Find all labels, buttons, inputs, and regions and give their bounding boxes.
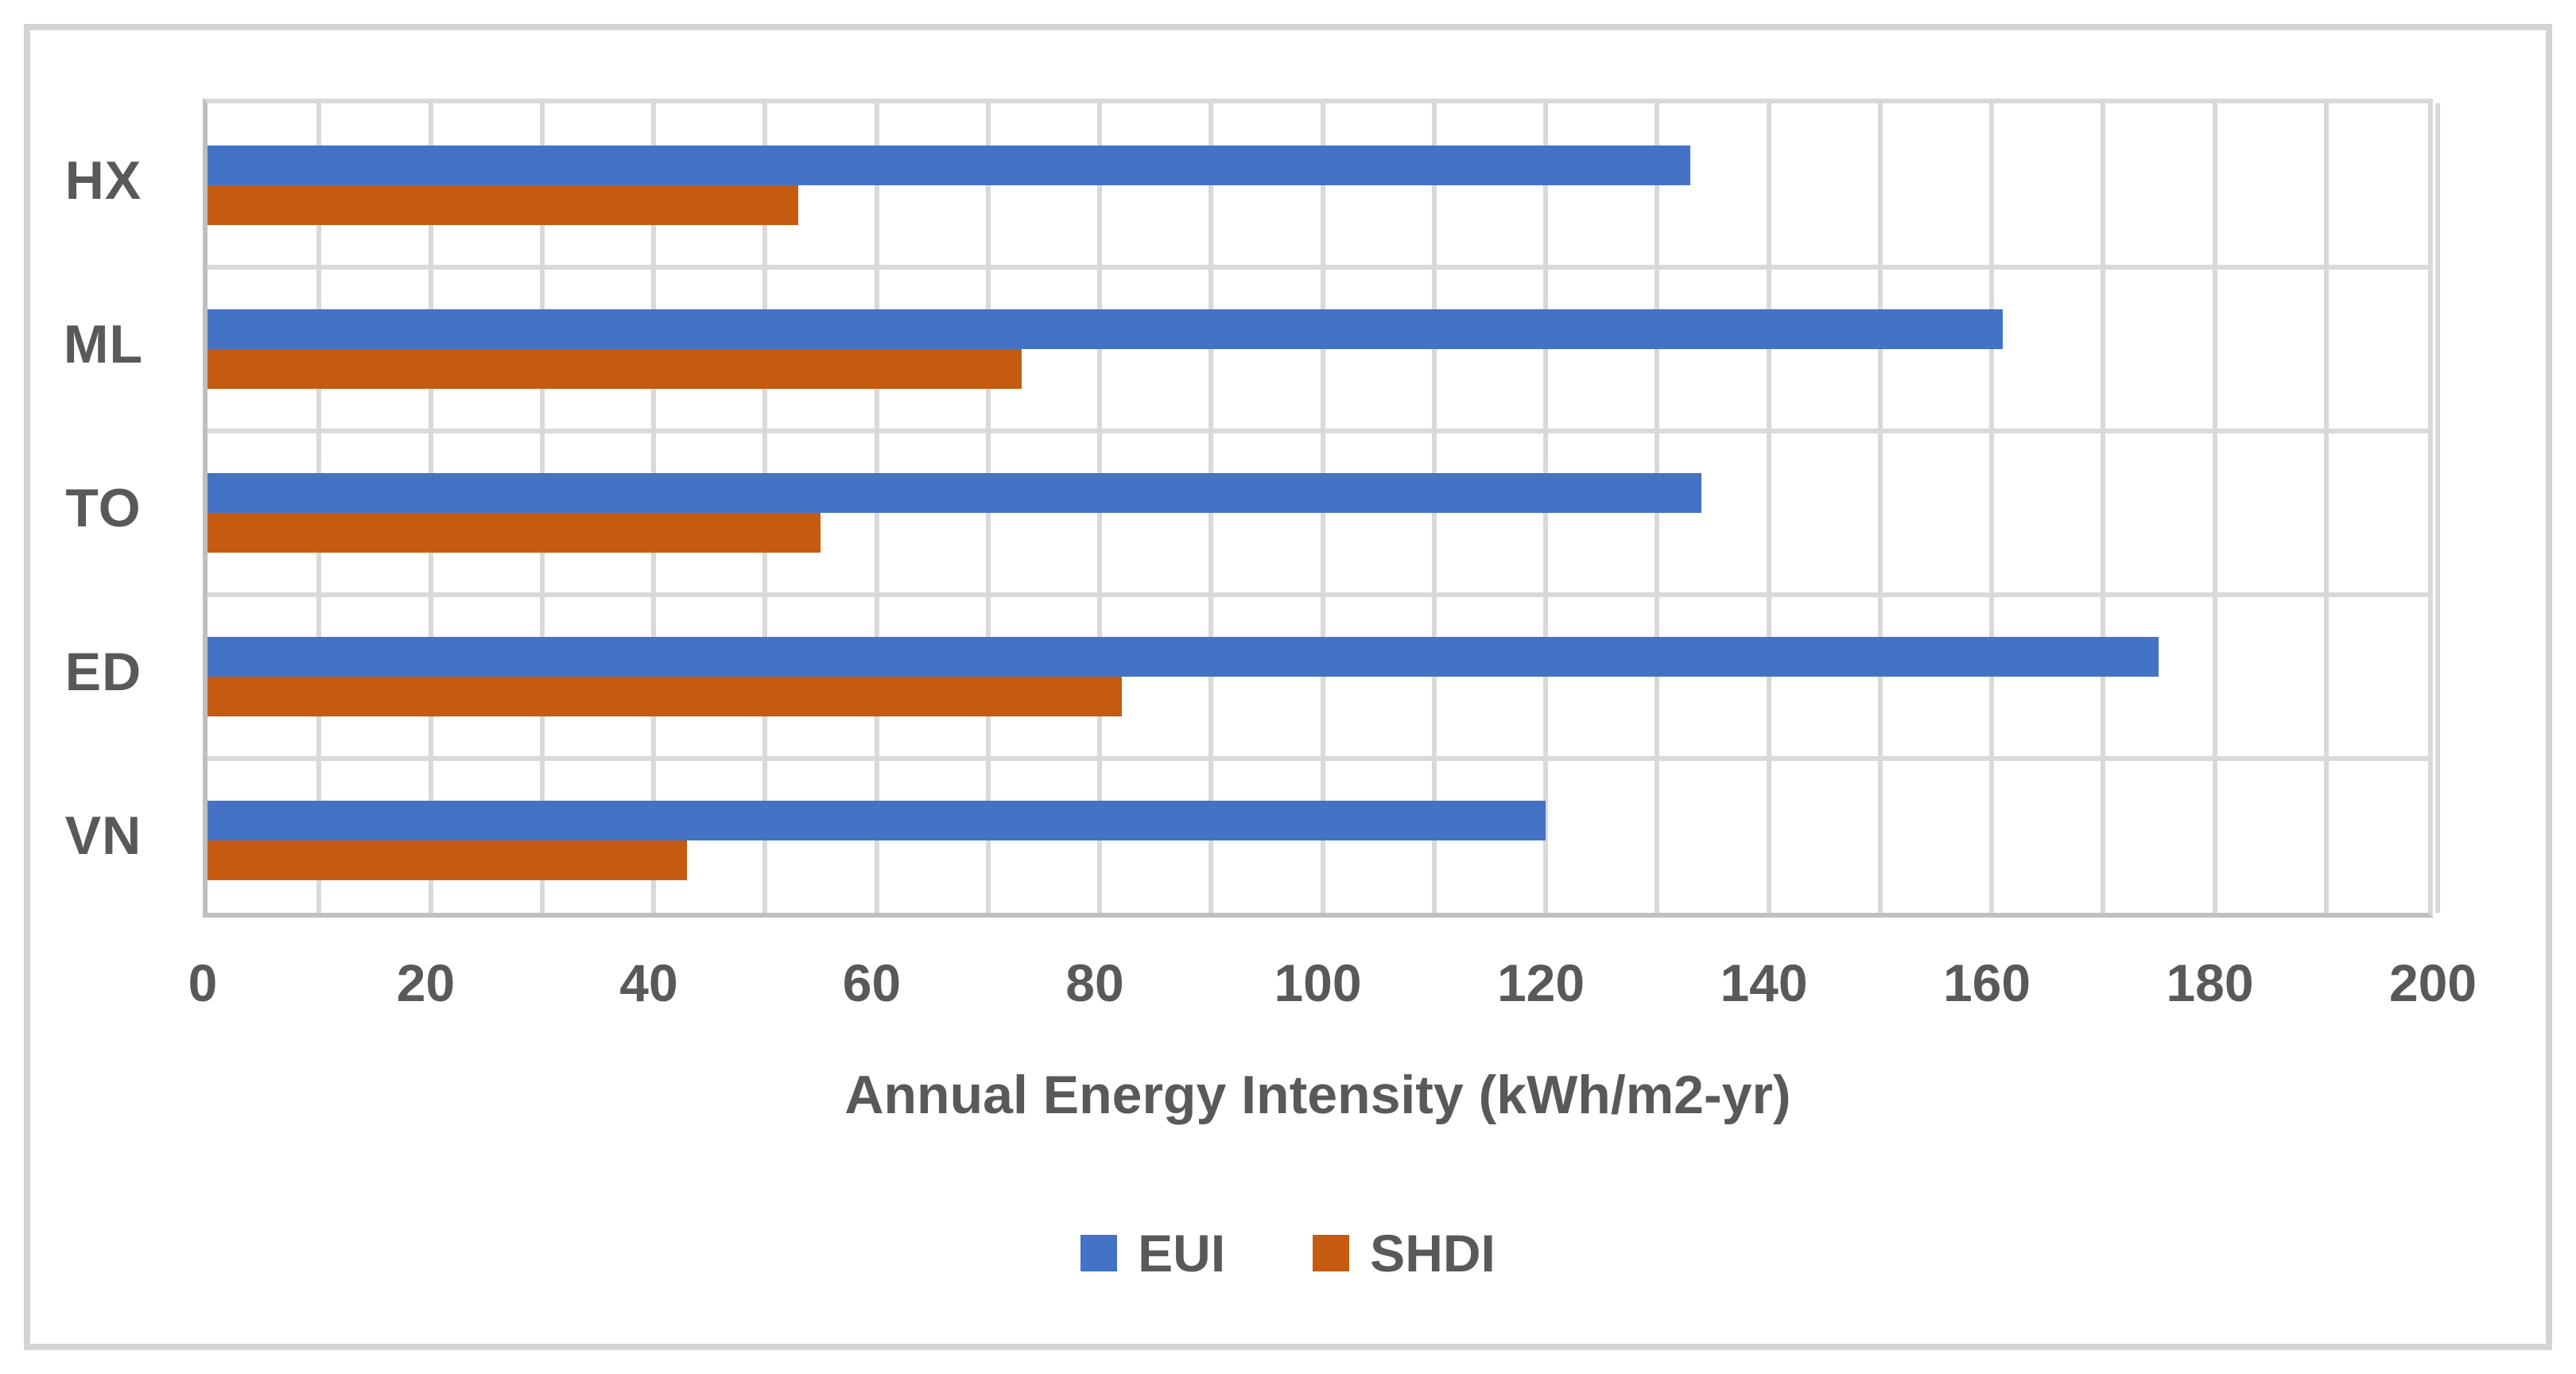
bar-eui-to bbox=[208, 473, 1702, 513]
vertical-gridline bbox=[2101, 103, 2106, 913]
x-tick-label-20: 20 bbox=[396, 953, 456, 1012]
vertical-gridline bbox=[1877, 103, 1883, 913]
x-tick-label-140: 140 bbox=[1720, 953, 1808, 1012]
bar-shdi-ed bbox=[208, 677, 1123, 716]
x-tick-label-40: 40 bbox=[619, 953, 678, 1012]
plot-area bbox=[203, 99, 2440, 918]
x-tick-label-0: 0 bbox=[188, 953, 218, 1012]
legend-item-shdi: SHDI bbox=[1313, 1223, 1496, 1283]
bar-eui-vn bbox=[208, 801, 1546, 840]
bar-eui-ml bbox=[208, 309, 2004, 349]
horizontal-gridline bbox=[208, 756, 2428, 761]
vertical-gridline bbox=[2435, 103, 2440, 913]
bar-shdi-to bbox=[208, 513, 821, 553]
x-tick-label-60: 60 bbox=[842, 953, 902, 1012]
vertical-gridline bbox=[1989, 103, 1994, 913]
bar-eui-ed bbox=[208, 637, 2159, 677]
legend-label-eui: EUI bbox=[1138, 1224, 1226, 1283]
x-tick-label-120: 120 bbox=[1496, 953, 1585, 1012]
category-label-hx: HX bbox=[64, 150, 142, 211]
x-tick-label-180: 180 bbox=[2166, 953, 2254, 1012]
vertical-gridline bbox=[2212, 103, 2217, 913]
figure-border bbox=[24, 24, 2552, 1350]
bar-shdi-vn bbox=[208, 840, 688, 880]
legend-item-eui: EUI bbox=[1080, 1223, 1225, 1283]
x-tick-label-200: 200 bbox=[2388, 953, 2477, 1012]
legend-swatch-eui bbox=[1080, 1235, 1118, 1271]
legend-swatch-shdi bbox=[1313, 1235, 1350, 1271]
x-axis-title: Annual Energy Intensity (kWh/m2-yr) bbox=[844, 1065, 1791, 1125]
vertical-gridline bbox=[1766, 103, 1771, 913]
x-tick-label-80: 80 bbox=[1065, 953, 1124, 1012]
vertical-gridline bbox=[2323, 103, 2329, 913]
category-axis: HX ML TO ED VN bbox=[0, 0, 203, 1374]
horizontal-gridline bbox=[208, 592, 2428, 597]
x-tick-label-160: 160 bbox=[1942, 953, 2031, 1012]
category-label-ml: ML bbox=[63, 314, 144, 375]
x-axis-ticks: 0 20 40 60 80 100 120 140 160 180 200 bbox=[188, 953, 2477, 1024]
horizontal-gridline bbox=[208, 265, 2428, 270]
legend: EUI SHDI bbox=[0, 1223, 2576, 1283]
legend-label-shdi: SHDI bbox=[1370, 1224, 1496, 1283]
x-tick-label-100: 100 bbox=[1274, 953, 1362, 1012]
horizontal-gridline bbox=[208, 429, 2428, 433]
category-label-ed: ED bbox=[64, 642, 142, 702]
bar-shdi-ml bbox=[208, 349, 1022, 389]
bar-shdi-hx bbox=[208, 185, 799, 225]
category-label-to: TO bbox=[65, 478, 142, 538]
bar-eui-hx bbox=[208, 146, 1691, 185]
category-label-vn: VN bbox=[64, 805, 142, 866]
